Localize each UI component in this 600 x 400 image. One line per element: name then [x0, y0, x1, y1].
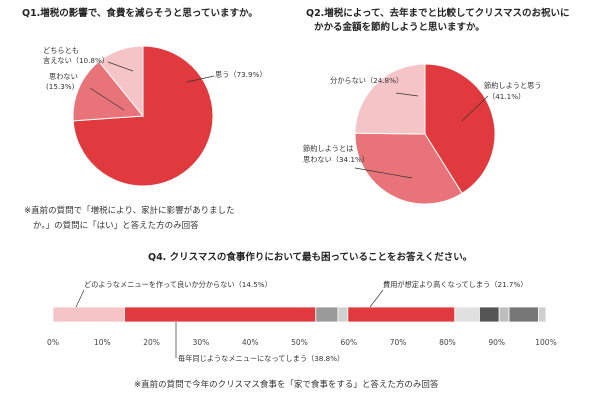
q2-leader-save: [461, 95, 489, 122]
q1-label-neutral-2: 言えない（10.8%）: [43, 56, 109, 65]
q4-bar-segment-8: [498, 306, 510, 323]
q4-leader-cost-high: [369, 289, 384, 308]
q2-pie-slice-3: [354, 63, 426, 135]
q2-leader-not-save: [354, 167, 413, 179]
q2-title-line-1: Q2.増税によって、去年までと比較してクリスマスのお祝いに: [306, 7, 570, 19]
q2-label-not-save-2: 思わない（34.1%）: [303, 155, 369, 164]
q4-stacked-bar: [52, 289, 547, 358]
q4-note: ※直前の質問で今年のクリスマス食事を「家で食事をする」と答えた方のみ回答: [134, 379, 439, 390]
q4-tick-label-4: 40%: [242, 338, 259, 347]
q4-label-cost-high: 費用が想定より高くなってしまう（21.7%）: [383, 280, 528, 289]
q4-tick-label-9: 90%: [488, 338, 505, 347]
q4-bar-segment-1: [52, 306, 125, 323]
q4-bar-segment-4: [337, 306, 349, 323]
q1-pie-slice-2: [72, 60, 144, 122]
q1-label-no-1: 思わない: [49, 72, 78, 81]
q4-tick-label-7: 70%: [390, 338, 407, 347]
q2-label-save-2: （41.1%）: [488, 92, 525, 101]
q1-note-line-1: ※直前の質問で「増税により、家計に影響がありました: [24, 205, 235, 216]
q4-x-axis: 0% 10% 20% 30% 40% 50% 60% 70% 80% 90% 100%: [47, 338, 557, 347]
q4-bar-segment-2: [124, 306, 317, 323]
q1-pie-chart: [72, 45, 214, 187]
q4-tick-label-5: 50%: [291, 338, 308, 347]
q2-leader-unknown: [395, 92, 419, 97]
q4-bar-segment-7: [479, 306, 500, 323]
q2-title-line-2: かかる金額を節約しようと思いますか。: [314, 21, 485, 33]
q4-tick-label-2: 20%: [143, 338, 160, 347]
q4-title: Q4. クリスマスの食事作りにおいて最も困っていることをお答えください。: [148, 251, 472, 263]
q2-label-unknown: 分からない（24.8%）: [330, 76, 403, 85]
q1-label-no-2: (15.3%): [46, 82, 75, 91]
q4-bar-segment-3: [315, 306, 339, 323]
q1-title: Q1.増税の影響で、食費を減らそうと思っていますか。: [22, 7, 258, 19]
q4-tick-label-6: 60%: [340, 338, 357, 347]
q2-pie-slice-1: [424, 63, 496, 195]
q4-bar-segment-9: [508, 306, 540, 323]
q1-label-neutral-1: どちらとも: [43, 46, 79, 55]
q4-tick-label-0: 0%: [47, 338, 59, 347]
q4-bar-segment-10: [538, 306, 547, 323]
q4-tick-label-8: 80%: [439, 338, 456, 347]
q4-tick-label-1: 10%: [94, 338, 111, 347]
q1-pie-slice-3: [98, 45, 144, 118]
q1-note-line-2: か。」の質問に「はい」と答えた方のみ回答: [33, 220, 199, 231]
q1-leader-yes: [186, 75, 215, 83]
q2-label-save-1: 節約しようと思う: [484, 81, 542, 90]
q2-label-not-save-1: 節約しようとは: [303, 144, 353, 153]
q4-tick-label-10: 100%: [535, 338, 556, 347]
q4-label-menu-unknown: どのようなメニューを作って良いか分からない（14.5%）: [84, 280, 272, 289]
q4-bar-segment-6: [454, 306, 480, 323]
q4-bar-segment-5: [347, 306, 456, 323]
q1-label-yes: 思う（73.9%）: [215, 70, 267, 79]
q4-label-same-menu: 毎年同じようなメニューになってしまう（38.8%）: [178, 354, 344, 363]
q2-pie-slice-2: [354, 132, 463, 205]
q4-leader-menu-unknown: [75, 289, 85, 308]
q1-leader-neutral: [107, 61, 134, 72]
q1-leader-no: [89, 87, 125, 111]
q4-tick-label-3: 30%: [193, 338, 210, 347]
q2-pie-chart: [354, 63, 496, 205]
